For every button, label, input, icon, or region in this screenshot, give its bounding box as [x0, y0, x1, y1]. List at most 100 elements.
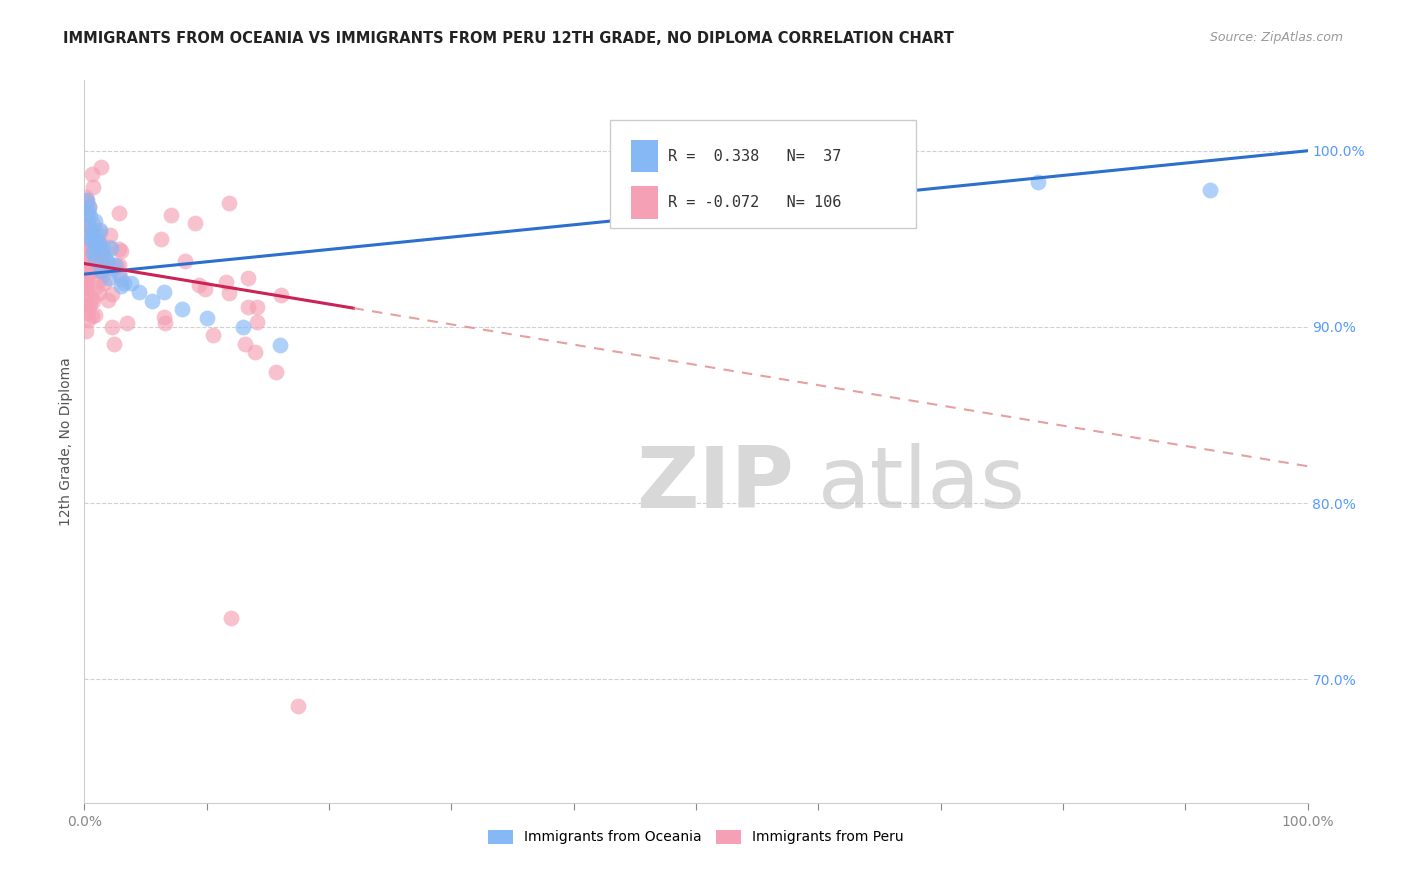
Point	[100, 241, 122, 255]
Point	[75, 240, 97, 254]
Point	[77, 219, 100, 234]
Point	[80, 167, 103, 181]
Point	[86, 241, 108, 255]
Point	[96, 254, 118, 268]
Point	[75, 324, 97, 338]
Point	[76, 313, 98, 327]
Point	[75, 240, 97, 254]
Point	[218, 196, 240, 211]
Point	[1198, 182, 1220, 196]
Point	[94, 250, 117, 264]
Point	[75, 280, 97, 294]
Point	[76, 298, 98, 312]
Point	[80, 228, 103, 243]
Point	[75, 270, 97, 285]
Point	[194, 282, 217, 296]
Point	[107, 242, 129, 256]
Point	[75, 263, 97, 277]
Point	[77, 200, 100, 214]
Point	[80, 223, 103, 237]
Point	[287, 698, 309, 713]
Point	[82, 293, 104, 308]
Bar	[631, 186, 658, 219]
Point	[75, 259, 97, 273]
Point	[150, 232, 173, 246]
Point	[103, 337, 125, 351]
Bar	[631, 140, 658, 172]
Point	[84, 214, 107, 228]
Point	[89, 225, 111, 239]
Point	[77, 268, 100, 282]
Point	[75, 243, 97, 257]
Point	[93, 276, 115, 290]
Point	[246, 315, 269, 329]
Point	[108, 205, 131, 219]
Point	[77, 266, 100, 280]
Point	[84, 308, 107, 322]
Point	[98, 228, 121, 243]
Point	[90, 242, 112, 256]
Point	[160, 209, 183, 223]
Point	[86, 227, 108, 241]
Point	[76, 305, 98, 319]
Point	[172, 302, 194, 317]
Point	[90, 252, 112, 266]
Point	[84, 255, 107, 269]
Point	[79, 232, 101, 246]
Point	[77, 247, 100, 261]
Text: R = -0.072   N= 106: R = -0.072 N= 106	[668, 195, 841, 210]
Point	[90, 160, 112, 174]
Point	[238, 271, 260, 285]
Point	[246, 301, 269, 315]
Point	[155, 317, 177, 331]
Point	[202, 327, 225, 342]
Point	[91, 241, 114, 255]
Point	[215, 275, 238, 289]
Point	[86, 262, 108, 277]
Point	[1028, 176, 1050, 190]
Point	[75, 238, 97, 252]
Legend: Immigrants from Oceania, Immigrants from Peru: Immigrants from Oceania, Immigrants from…	[482, 824, 910, 850]
Point	[75, 272, 97, 286]
Point	[75, 298, 97, 312]
Point	[84, 253, 107, 268]
Point	[76, 196, 98, 211]
Point	[90, 247, 112, 261]
Point	[110, 244, 132, 259]
Text: Source: ZipAtlas.com: Source: ZipAtlas.com	[1209, 31, 1343, 45]
Point	[153, 310, 176, 324]
Point	[233, 336, 256, 351]
Point	[76, 193, 98, 207]
Point	[87, 235, 110, 250]
Point	[76, 239, 98, 253]
Point	[219, 611, 242, 625]
Point	[174, 253, 197, 268]
Point	[103, 260, 125, 275]
Point	[82, 291, 104, 305]
Point	[83, 243, 105, 257]
Point	[82, 179, 104, 194]
Point	[75, 281, 97, 295]
FancyBboxPatch shape	[610, 120, 917, 228]
Point	[79, 297, 101, 311]
Point	[243, 345, 266, 359]
Point	[128, 285, 150, 299]
Point	[77, 205, 100, 219]
Text: R =  0.338   N=  37: R = 0.338 N= 37	[668, 148, 841, 163]
Point	[97, 293, 120, 308]
Point	[75, 285, 97, 300]
Point	[77, 218, 100, 232]
Point	[104, 258, 127, 272]
Text: atlas: atlas	[818, 443, 1026, 526]
Point	[82, 217, 104, 231]
Point	[76, 190, 98, 204]
Point	[188, 277, 211, 292]
Point	[232, 320, 254, 334]
Point	[82, 234, 104, 248]
Point	[98, 240, 121, 254]
Point	[77, 258, 100, 272]
Point	[80, 309, 103, 323]
Point	[89, 223, 111, 237]
Point	[75, 193, 97, 207]
Point	[101, 319, 124, 334]
